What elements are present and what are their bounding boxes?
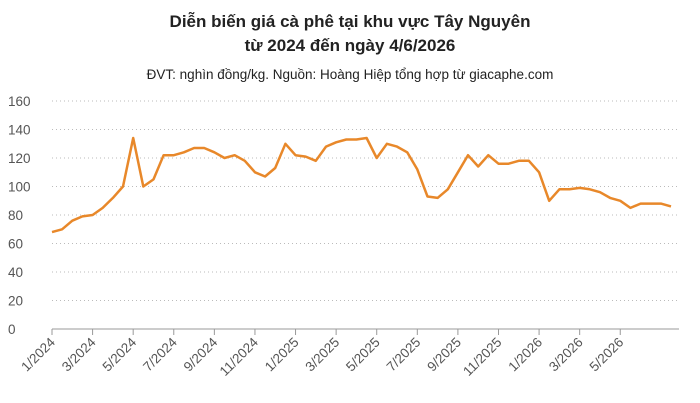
y-tick-label: 20 bbox=[8, 294, 23, 309]
y-tick-label: 60 bbox=[8, 237, 23, 252]
x-tick-label: 3/2026 bbox=[546, 335, 586, 375]
x-tick-label: 5/2026 bbox=[587, 335, 627, 375]
x-tick-label: 9/2024 bbox=[181, 334, 221, 374]
chart-title: Diễn biến giá cà phê tại khu vực Tây Ngu… bbox=[170, 12, 531, 31]
x-tick-label: 3/2024 bbox=[59, 334, 99, 374]
x-tick-label: 5/2025 bbox=[343, 335, 383, 375]
y-tick-label: 80 bbox=[8, 208, 23, 223]
x-tick-label: 5/2024 bbox=[99, 334, 139, 374]
x-tick-label: 1/2026 bbox=[505, 335, 545, 375]
chart-subtitle: ĐVT: nghìn đồng/kg. Nguồn: Hoàng Hiệp tổ… bbox=[147, 67, 554, 82]
price-line bbox=[51, 136, 672, 234]
x-tick-label: 11/2024 bbox=[217, 334, 262, 379]
y-tick-label: 140 bbox=[8, 123, 31, 138]
y-tick-label: 120 bbox=[8, 151, 31, 166]
x-tick-label: 3/2025 bbox=[302, 335, 342, 375]
y-tick-label: 0 bbox=[8, 322, 16, 337]
y-tick-label: 160 bbox=[8, 94, 31, 109]
y-tick-label: 100 bbox=[8, 180, 31, 195]
x-tick-label: 1/2025 bbox=[262, 335, 302, 375]
x-tick-label: 9/2025 bbox=[424, 335, 464, 375]
x-tick-label: 7/2025 bbox=[384, 335, 424, 375]
chart-title: từ 2024 đến ngày 4/6/2026 bbox=[245, 36, 456, 55]
y-tick-label: 40 bbox=[8, 265, 23, 280]
x-tick-label: 1/2024 bbox=[18, 334, 58, 374]
x-tick-label: 7/2024 bbox=[140, 334, 180, 374]
x-tick-label: 11/2025 bbox=[460, 335, 504, 379]
